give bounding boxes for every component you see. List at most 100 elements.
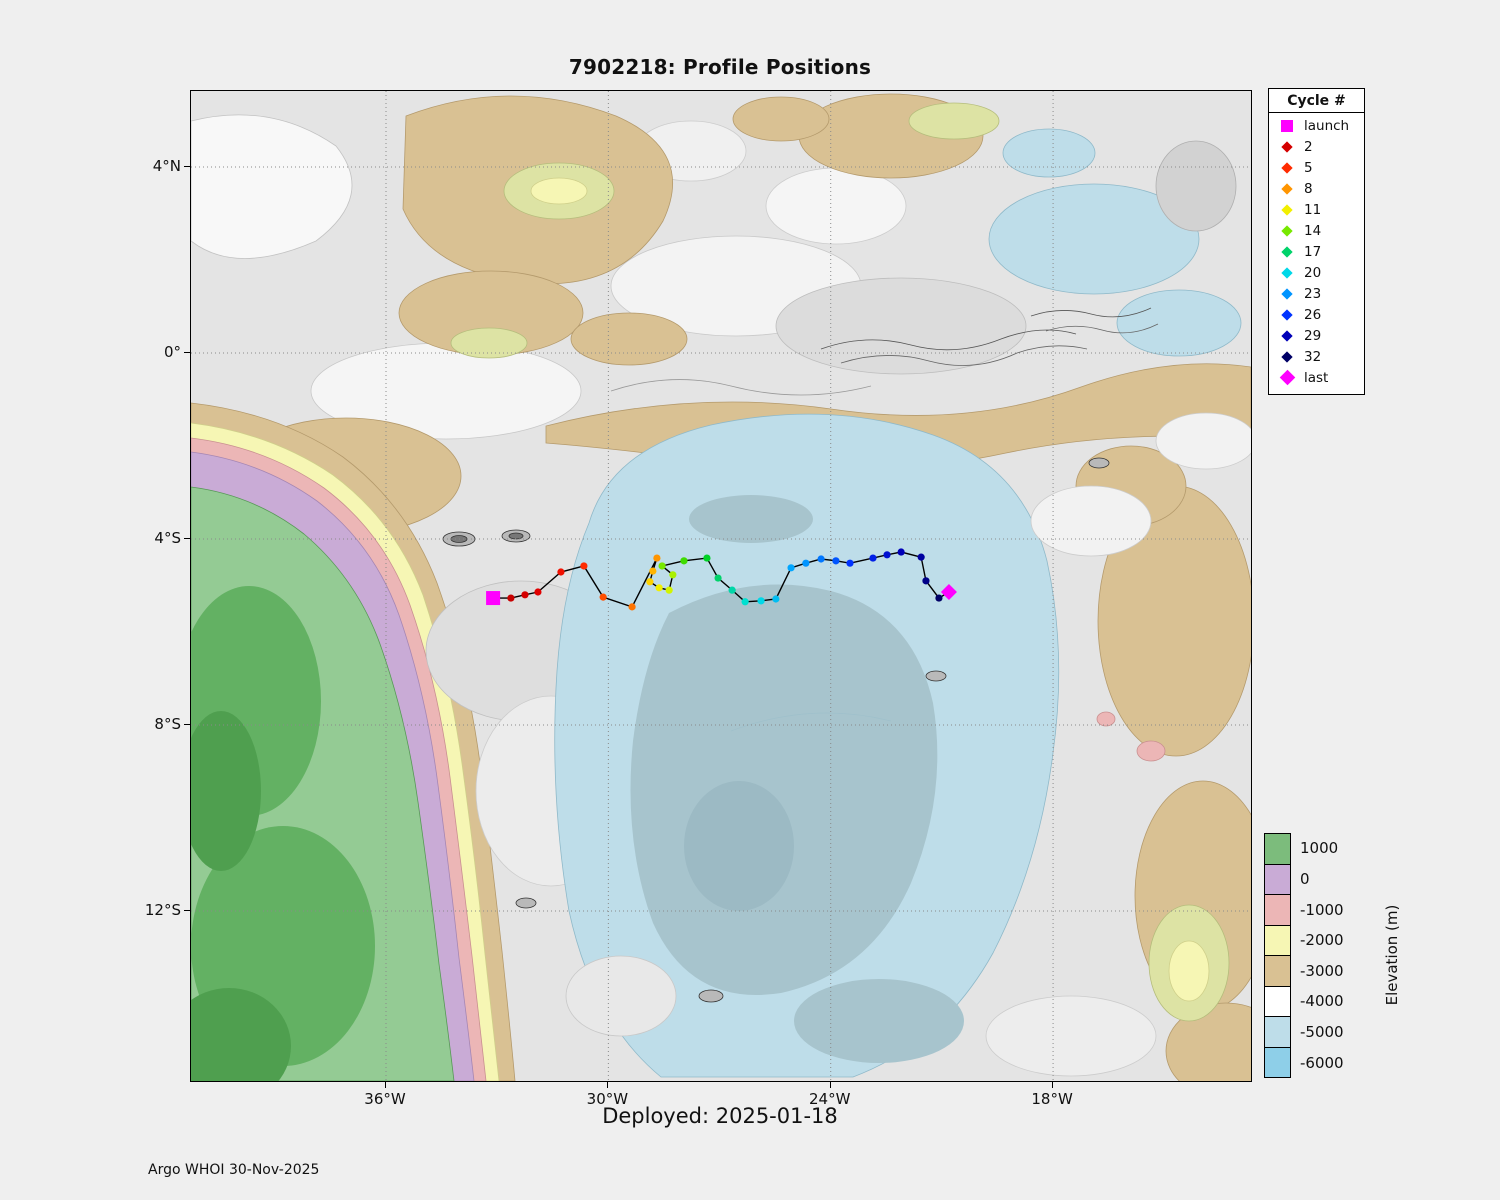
legend-marker-wrap [1278, 266, 1296, 279]
profile-position-marker [680, 557, 688, 565]
trajectory-line [493, 551, 950, 608]
legend-marker-wrap [1278, 119, 1296, 132]
credit-text: Argo WHOI 30-Nov-2025 [148, 1162, 320, 1178]
plot-title: 7902218: Profile Positions [568, 55, 872, 79]
profile-position-marker [665, 586, 673, 594]
diamond-marker-icon [1281, 182, 1293, 195]
profile-position-marker [757, 597, 765, 605]
legend-item-29: 29 [1269, 325, 1364, 346]
legend-title: Cycle # [1269, 89, 1364, 113]
legend-item-8: 8 [1269, 178, 1364, 199]
x-axis-tick-mark [1052, 1082, 1054, 1088]
legend-item-last: last [1269, 367, 1364, 388]
diamond-marker-icon [1281, 161, 1293, 174]
colorbar-tick-label: 1000 [1300, 839, 1339, 858]
colorbar-tick-label: -1000 [1300, 900, 1344, 919]
legend-label: launch [1304, 117, 1350, 134]
y-axis-tick-mark [184, 910, 190, 911]
diamond-marker-icon [1281, 245, 1293, 258]
launch-marker [486, 591, 501, 606]
legend-items: launch 2 5 8 11 14 17 20 23 26 29 32 last [1269, 115, 1364, 388]
x-axis-tick-label: 24°W [809, 1090, 851, 1108]
profile-position-marker [653, 554, 661, 562]
legend-label: 17 [1304, 243, 1322, 260]
y-axis-tick-label: 4°S [154, 529, 181, 547]
elevation-colorbar [1264, 833, 1291, 1078]
profile-position-marker [787, 564, 795, 572]
profile-position-marker [883, 551, 891, 559]
profile-position-marker [521, 591, 529, 599]
colorbar-segment [1265, 1016, 1290, 1047]
legend-marker-wrap [1278, 182, 1296, 195]
x-axis-tick-label: 36°W [364, 1090, 406, 1108]
profile-position-marker [703, 554, 711, 562]
legend-marker-wrap [1278, 203, 1296, 216]
profile-position-marker [557, 568, 565, 576]
legend-label: 5 [1304, 159, 1313, 176]
legend-item-17: 17 [1269, 241, 1364, 262]
colorbar-segment [1265, 863, 1290, 894]
profile-position-marker [917, 553, 925, 561]
y-axis-tick-mark [184, 352, 190, 353]
diamond-large-marker-icon [1279, 369, 1295, 386]
diamond-marker-icon [1281, 329, 1293, 342]
profile-position-marker [646, 578, 654, 586]
colorbar-segment [1265, 834, 1290, 864]
profile-position-marker [628, 603, 636, 611]
profile-position-marker [655, 584, 663, 592]
profile-position-marker [741, 598, 749, 606]
profile-position-marker [772, 595, 780, 603]
x-axis-tick-mark [607, 1082, 609, 1088]
legend-label: 2 [1304, 138, 1313, 155]
colorbar-tick-label: -4000 [1300, 992, 1344, 1011]
legend-item-20: 20 [1269, 262, 1364, 283]
legend-label: 26 [1304, 306, 1322, 323]
colorbar-tick-label: -3000 [1300, 961, 1344, 980]
x-axis-tick-mark [385, 1082, 386, 1088]
diamond-marker-icon [1281, 140, 1293, 153]
profile-position-marker [802, 559, 810, 567]
y-axis-tick-mark [184, 538, 190, 539]
colorbar-tick-label: 0 [1300, 869, 1310, 888]
profile-position-marker [534, 588, 542, 596]
colorbar-axis-label: Elevation (m) [1383, 904, 1401, 1006]
profile-position-marker [817, 555, 825, 563]
profile-position-marker [869, 554, 877, 562]
legend-marker-wrap [1278, 329, 1296, 342]
colorbar-segment [1265, 1046, 1290, 1077]
profile-position-marker [669, 571, 677, 579]
legend-marker-wrap [1278, 369, 1296, 386]
diamond-marker-icon [1281, 266, 1293, 279]
profile-position-marker [580, 562, 588, 570]
x-axis-tick-mark [829, 1082, 831, 1088]
profile-position-marker [922, 577, 930, 585]
profile-position-marker [897, 548, 905, 556]
profile-position-marker [728, 586, 736, 594]
legend-item-32: 32 [1269, 346, 1364, 367]
legend-item-26: 26 [1269, 304, 1364, 325]
square-marker-icon [1281, 119, 1293, 132]
float-trajectory [486, 548, 957, 611]
diamond-marker-icon [1281, 287, 1293, 300]
legend-marker-wrap [1278, 245, 1296, 258]
legend-label: 23 [1304, 285, 1322, 302]
y-axis-tick-label: 4°N [152, 157, 181, 175]
bathymetry-contours [191, 93, 1251, 1081]
x-axis-tick-label: 18°W [1031, 1090, 1073, 1108]
legend-item-23: 23 [1269, 283, 1364, 304]
legend-label: 29 [1304, 327, 1322, 344]
last-position-marker [940, 584, 957, 601]
cycle-legend: Cycle # launch 2 5 8 11 14 17 20 23 26 29 32 last [1268, 88, 1365, 395]
diamond-marker-icon [1281, 350, 1293, 363]
colorbar-segment [1265, 985, 1290, 1016]
colorbar-tick-label: -6000 [1300, 1053, 1344, 1072]
profile-position-marker [658, 562, 666, 570]
y-axis-tick-label: 12°S [144, 901, 181, 919]
diamond-marker-icon [1281, 224, 1293, 237]
profile-position-marker [935, 594, 943, 602]
legend-marker-wrap [1278, 350, 1296, 363]
map-area [190, 90, 1252, 1082]
profile-position-marker [599, 593, 607, 601]
profile-position-marker [507, 594, 515, 602]
